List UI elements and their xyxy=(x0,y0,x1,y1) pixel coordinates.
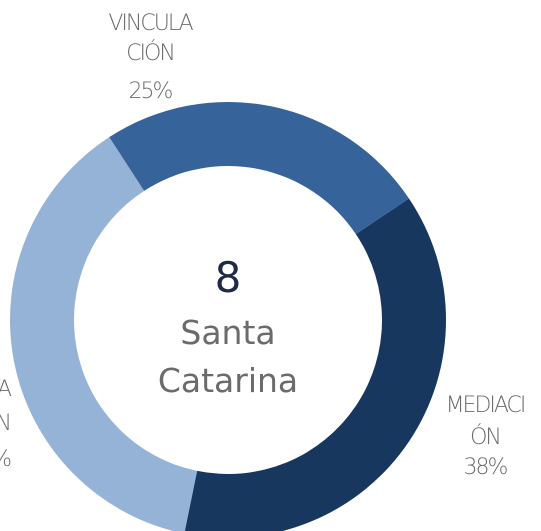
segment-label: N xyxy=(0,411,10,436)
center-text: Catarina xyxy=(158,361,298,400)
donut-segment xyxy=(184,198,446,531)
segment-label: MEDIACI xyxy=(446,393,525,418)
donut-segment xyxy=(10,137,198,531)
donut-segment xyxy=(109,102,409,235)
value-label: 38% xyxy=(464,455,508,480)
center-text: Santa xyxy=(180,313,275,352)
center-number: 8 xyxy=(215,253,242,302)
segment-label: ÓN xyxy=(470,424,500,450)
segment-label: TA xyxy=(0,377,12,402)
segment-label: CIÓN xyxy=(126,40,174,66)
value-label: 25% xyxy=(129,79,173,104)
value-label: 38% xyxy=(0,447,11,472)
segment-label: VINCULA xyxy=(108,11,193,36)
